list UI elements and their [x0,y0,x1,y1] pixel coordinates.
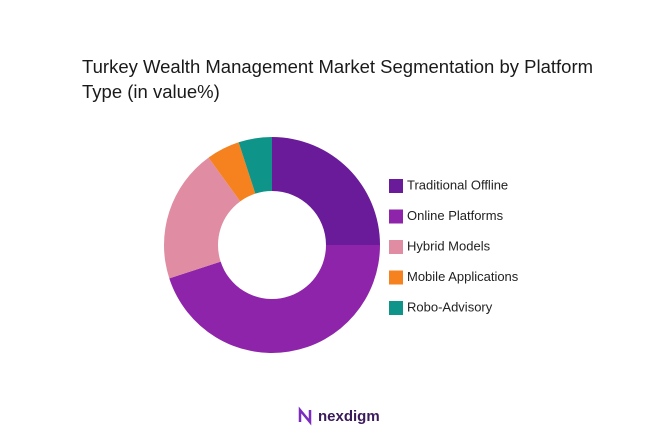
donut-slice [208,142,256,202]
legend-swatch [389,179,403,193]
legend-label: Traditional Offline [407,177,508,192]
legend-swatch [389,270,403,285]
donut-slice [164,157,241,279]
logo-icon [298,406,312,426]
logo: nexdigm [318,408,380,425]
donut-slice [169,245,380,353]
donut-slice [272,137,380,245]
legend-label: Hybrid Models [407,238,491,253]
legend-label: Mobile Applications [407,269,519,284]
legend-label: Online Platforms [407,208,504,223]
legend-swatch [389,240,403,254]
legend-swatch [389,209,403,224]
chart-title: Turkey Wealth Management Market Segmenta… [82,56,594,102]
legend-label: Robo-Advisory [407,299,493,314]
donut-slice [238,137,272,194]
legend-swatch [389,301,403,315]
